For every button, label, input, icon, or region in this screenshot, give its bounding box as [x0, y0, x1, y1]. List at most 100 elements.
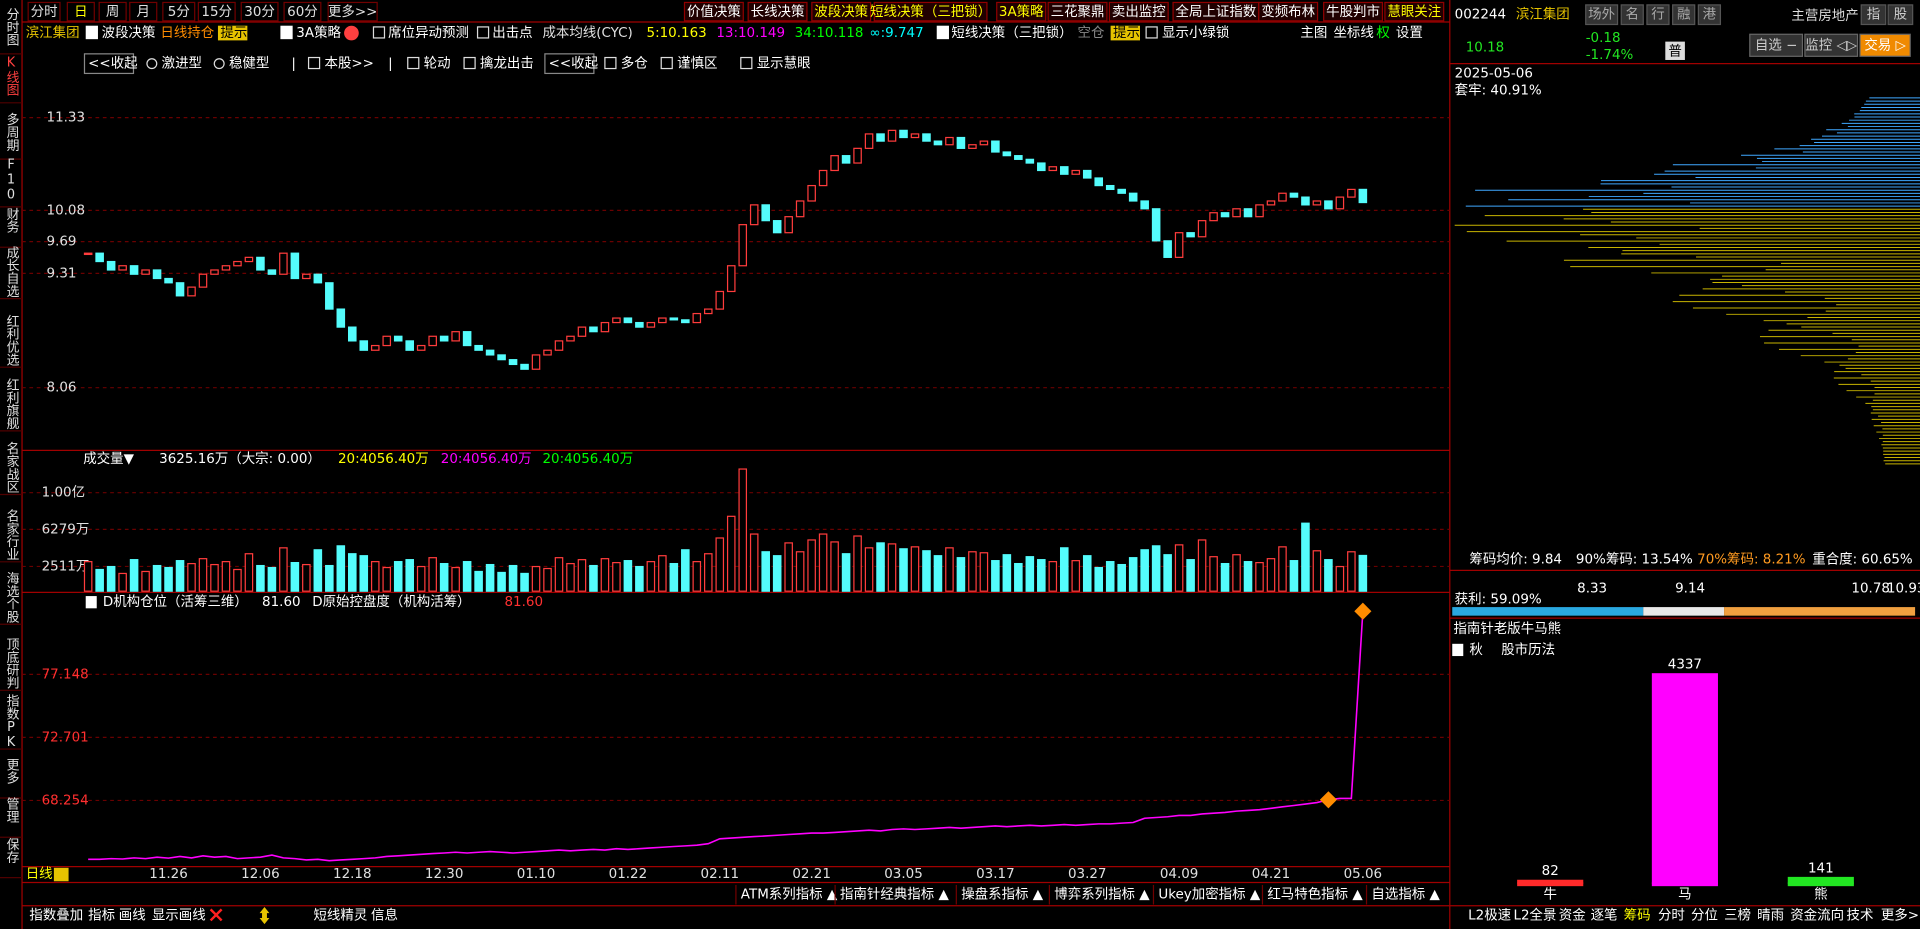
- strategy-button[interactable]: 长线决策: [751, 3, 805, 20]
- tab[interactable]: 日线持仓: [160, 25, 214, 41]
- period-tab[interactable]: 5分: [168, 4, 190, 20]
- option[interactable]: 激进型: [162, 56, 202, 72]
- footer-tab[interactable]: 分位: [1691, 908, 1718, 924]
- chart-control[interactable]: 主图: [1300, 25, 1327, 41]
- footer-tab[interactable]: 三榜: [1724, 907, 1751, 924]
- sidebar-tab[interactable]: 管理: [4, 797, 19, 823]
- strategy-button[interactable]: 价值决策: [687, 3, 741, 20]
- hint-button[interactable]: 提示: [1113, 25, 1140, 41]
- strategy-button[interactable]: 短线决策（三把锁）: [870, 3, 991, 20]
- tag-button[interactable]: 港: [1703, 7, 1717, 23]
- tab[interactable]: 短线决策（三把锁）: [951, 24, 1072, 41]
- strategy-button[interactable]: 波段决策: [814, 3, 868, 20]
- tab[interactable]: 波段决策: [102, 24, 156, 41]
- strategy-button[interactable]: 3A策略: [999, 3, 1044, 20]
- indicator-menu[interactable]: Ukey加密指标 ▲: [1158, 886, 1261, 903]
- tool-button[interactable]: 指标: [88, 908, 115, 924]
- checkbox-label[interactable]: 出击点: [492, 25, 532, 41]
- sidebar-tab[interactable]: 红利优选: [4, 314, 19, 368]
- action-button[interactable]: 自选 −: [1755, 37, 1797, 53]
- tag-button[interactable]: 融: [1677, 7, 1690, 23]
- footer-tab[interactable]: L2全景: [1513, 907, 1556, 924]
- period-tab[interactable]: 30分: [244, 4, 275, 20]
- tool-button[interactable]: 短线精灵: [313, 908, 367, 924]
- sidebar-tab[interactable]: 分时图: [4, 8, 19, 47]
- option[interactable]: 多仓: [621, 55, 648, 72]
- strategy-button[interactable]: 全局上证指数: [1176, 3, 1257, 20]
- indicator-menu[interactable]: ATM系列指标 ▲: [741, 887, 838, 903]
- sidebar-tab[interactable]: 顶底研判: [4, 638, 19, 691]
- action-button[interactable]: 交易 ▷: [1864, 36, 1906, 53]
- sidebar-tab[interactable]: 海选个股: [4, 572, 19, 624]
- sidebar-tab[interactable]: 成长自选: [4, 246, 19, 299]
- period-tab[interactable]: 15分: [201, 4, 232, 20]
- chart-control[interactable]: 权: [1376, 24, 1390, 41]
- option[interactable]: 本股>>: [324, 56, 373, 72]
- strategy-button[interactable]: 慧眼关注: [1387, 4, 1441, 20]
- strategy-button[interactable]: 三花聚鼎: [1051, 4, 1105, 20]
- period-tab[interactable]: 更多>>: [328, 3, 377, 20]
- footer-tab[interactable]: 技术: [1847, 908, 1874, 924]
- sidebar-tab[interactable]: 多周期: [4, 113, 19, 153]
- footer-tab[interactable]: 资金: [1559, 908, 1586, 924]
- footer-tab[interactable]: L2极速: [1468, 908, 1511, 924]
- option[interactable]: |: [388, 57, 393, 72]
- sidebar-tab[interactable]: 更多: [4, 758, 19, 784]
- footer-tab[interactable]: 资金流向: [1790, 908, 1844, 924]
- volume-bar: [416, 565, 426, 592]
- option[interactable]: <<收起: [88, 56, 138, 72]
- checkbox-label[interactable]: 席位异动预测: [388, 25, 469, 41]
- indicator-menu[interactable]: 自选指标 ▲: [1371, 887, 1440, 903]
- footer-tab[interactable]: 晴雨: [1757, 908, 1784, 924]
- action-button[interactable]: 监控 ◁▷: [1805, 37, 1858, 53]
- period-tab[interactable]: 周: [106, 5, 119, 20]
- strategy-button[interactable]: 牛股判市: [1326, 3, 1380, 20]
- chart-control[interactable]: 坐标线: [1333, 25, 1373, 41]
- indicator-menu[interactable]: 红马特色指标 ▲: [1267, 886, 1363, 903]
- option[interactable]: <<收起: [549, 56, 599, 72]
- footer-tab[interactable]: 更多>>: [1881, 907, 1920, 924]
- sidebar-tab[interactable]: 名家战区: [4, 441, 19, 494]
- tag-button[interactable]: 场外: [1588, 7, 1615, 23]
- sidebar-tab[interactable]: K线图: [4, 56, 19, 97]
- indicator-menu[interactable]: 指南针经典指标 ▲: [840, 887, 949, 903]
- panel-title[interactable]: 成交量▼: [83, 450, 134, 467]
- tool-button[interactable]: 画线: [119, 908, 146, 924]
- period-tab[interactable]: 分时: [31, 4, 58, 20]
- option[interactable]: 轮动: [424, 56, 451, 72]
- strategy-button[interactable]: 变频布林: [1261, 4, 1315, 20]
- strategy-button[interactable]: 卖出监控: [1112, 4, 1166, 20]
- tab[interactable]: 3A策略: [296, 24, 341, 41]
- tag-button[interactable]: 名: [1626, 7, 1639, 23]
- tag-button[interactable]: 行: [1651, 7, 1664, 23]
- footer-tab[interactable]: 逐笔: [1591, 908, 1618, 924]
- checkbox-label[interactable]: 显示小绿锁: [1162, 25, 1229, 41]
- indicator-menu[interactable]: 操盘系指标 ▲: [961, 886, 1044, 903]
- period-tab[interactable]: 月: [137, 5, 150, 20]
- tab[interactable]: 指: [1867, 7, 1880, 23]
- tool-button[interactable]: 指数叠加: [29, 908, 83, 924]
- indicator-menu[interactable]: 博弈系列指标 ▲: [1054, 886, 1150, 903]
- option[interactable]: |: [291, 57, 296, 72]
- sidebar-tab[interactable]: 保存: [4, 838, 19, 864]
- option[interactable]: 显示慧眼: [757, 56, 811, 72]
- candle: [1117, 188, 1126, 194]
- tool-button[interactable]: 信息: [371, 907, 398, 924]
- period-tab[interactable]: 60分: [287, 4, 318, 20]
- footer-tab[interactable]: 筹码: [1624, 907, 1651, 924]
- footer-tab[interactable]: 分时: [1658, 908, 1685, 924]
- option[interactable]: 谨慎区: [677, 56, 717, 72]
- tab[interactable]: 股: [1894, 8, 1907, 23]
- sidebar-tab[interactable]: 名家行业: [4, 508, 19, 560]
- sidebar-tab[interactable]: 财务: [4, 207, 19, 233]
- button-frame: [683, 1, 744, 22]
- sidebar-tab[interactable]: 红利旗舰: [4, 378, 19, 432]
- chart-control[interactable]: 设置: [1396, 25, 1423, 41]
- sidebar-tab[interactable]: F10: [4, 157, 19, 202]
- sidebar-tab[interactable]: 指数PK: [4, 694, 19, 750]
- period-tab[interactable]: 日: [74, 5, 87, 20]
- option[interactable]: 稳健型: [229, 56, 269, 72]
- hint-button[interactable]: 提示: [220, 25, 247, 41]
- option[interactable]: 擒龙出击: [480, 55, 534, 72]
- tool-button[interactable]: 显示画线: [152, 908, 206, 924]
